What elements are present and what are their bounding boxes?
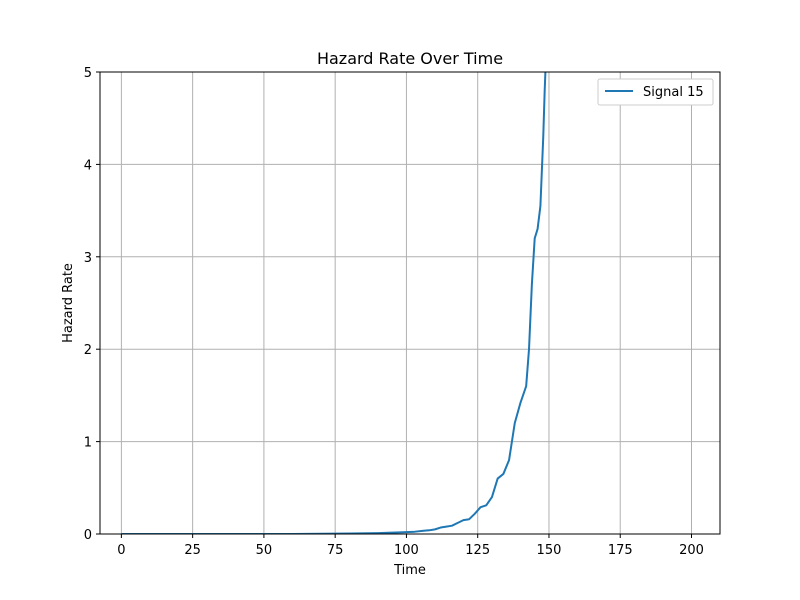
plot-area [121, 72, 547, 534]
chart-title: Hazard Rate Over Time [317, 49, 503, 68]
y-tick-label: 4 [84, 158, 92, 173]
x-tick-label: 0 [117, 543, 125, 558]
x-tick-label: 50 [256, 543, 273, 558]
x-tick-label: 75 [327, 543, 344, 558]
legend: Signal 15 [597, 78, 714, 106]
y-tick-label: 2 [84, 343, 92, 358]
x-tick-label: 125 [465, 543, 490, 558]
x-tick-label: 150 [537, 543, 562, 558]
x-tick-label: 25 [184, 543, 201, 558]
x-tick-label: 100 [394, 543, 419, 558]
x-tick-label: 200 [679, 543, 704, 558]
x-axis-label: Time [393, 563, 426, 578]
y-tick-label: 1 [84, 436, 92, 451]
legend-box [597, 78, 714, 106]
y-tick-label: 5 [84, 66, 92, 81]
y-tick-label: 0 [84, 528, 92, 543]
axis-ticks: 0 25 50 75 100 125 150 175 200 0 1 2 3 4 5 [84, 66, 704, 558]
series-line-signal-15 [121, 72, 547, 534]
x-tick-label: 175 [608, 543, 633, 558]
axes-frame [99, 71, 721, 535]
y-tick-label: 3 [84, 251, 92, 266]
legend-label-signal-15: Signal 15 [643, 85, 704, 100]
y-axis-label: Hazard Rate [61, 263, 76, 343]
